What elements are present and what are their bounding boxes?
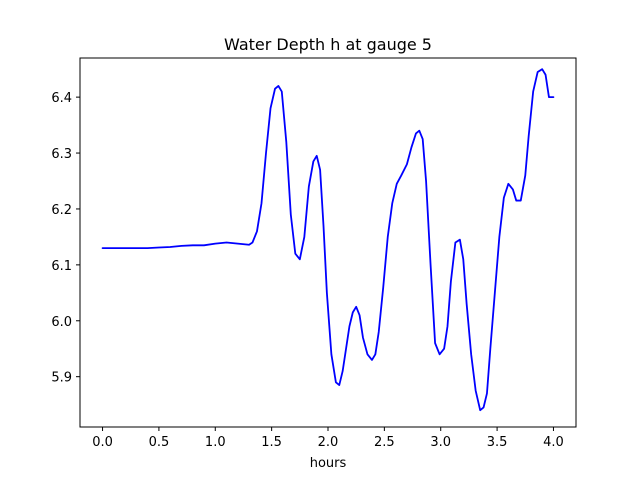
chart-title: Water Depth h at gauge 5 [224,35,432,54]
x-tick-label: 2.5 [374,435,395,450]
plot-area [101,68,555,412]
x-tick-label: 3.5 [487,435,508,450]
y-tick-label: 6.0 [51,315,72,330]
x-tick-label: 4.0 [543,435,564,450]
y-tick-label: 5.9 [51,371,72,386]
x-axis-label: hours [310,456,347,471]
axes-frame [79,57,577,428]
x-tick-label: 0.0 [92,435,113,450]
x-tick-label: 0.5 [149,435,170,450]
y-tick-label: 6.3 [51,147,72,162]
y-tick-label: 6.1 [51,259,72,274]
x-tick-label: 1.0 [205,435,226,450]
series-line-0 [101,68,555,412]
y-tick-label: 6.4 [51,91,72,106]
x-tick-label: 1.5 [261,435,282,450]
y-tick-label: 6.2 [51,203,72,218]
x-tick-label: 3.0 [430,435,451,450]
axes: 0.0 0.5 1.0 1.5 2.0 2.5 3.0 3.5 4.0 5.9 6.0 6.1 6.2 6… [51,57,577,450]
x-tick-label: 2.0 [318,435,339,450]
